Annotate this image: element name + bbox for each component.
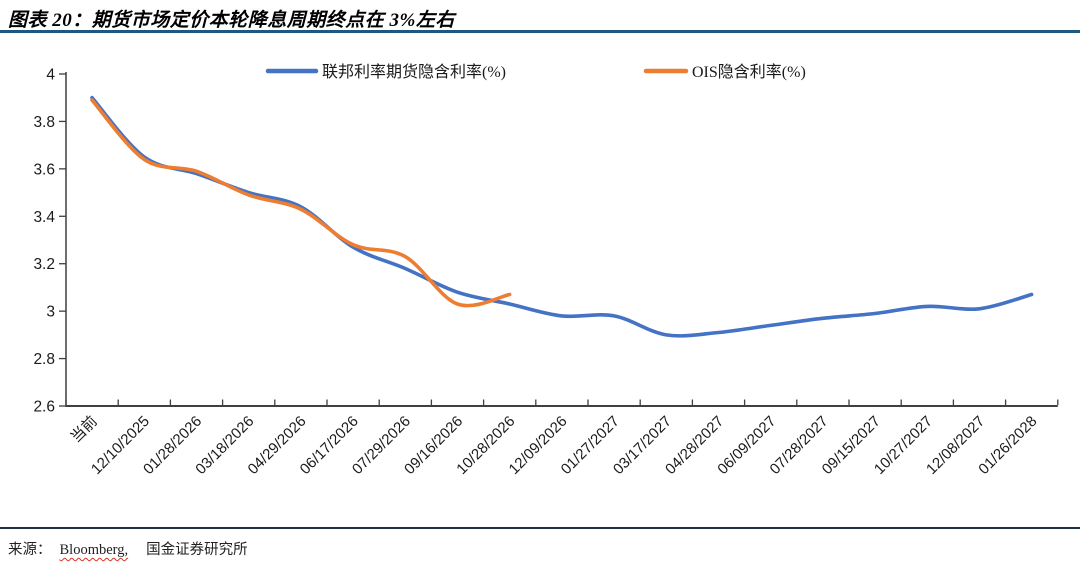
y-tick-label: 2.8 [33, 351, 55, 368]
legend-item-label: OIS隐含利率(%) [692, 63, 806, 81]
y-tick-label: 2.6 [33, 399, 55, 416]
series-line-ois [90, 98, 512, 308]
source-bloomberg: Bloomberg, [59, 542, 129, 558]
figure-footer: 来源： Bloomberg, 国金证券研究所 [0, 527, 1080, 570]
y-tick-label: 3.2 [33, 256, 55, 273]
legend-fed-funds-futures: 联邦利率期货隐含利率(%) [265, 63, 506, 81]
source-label: 来源： [8, 542, 52, 558]
y-tick-label: 4 [46, 67, 55, 84]
y-tick-label: 3 [46, 304, 55, 321]
source-org: 国金证券研究所 [146, 542, 248, 558]
line-chart: 43.83.63.43.232.82.6当前12/10/202501/28/20… [33, 63, 1059, 478]
y-tick-label: 3.8 [33, 114, 55, 131]
y-tick-label: 3.4 [33, 209, 55, 226]
figure-title: 图表 20：期货市场定价本轮降息周期终点在 3%左右 [8, 10, 455, 31]
figure-header: 图表 20：期货市场定价本轮降息周期终点在 3%左右 [0, 0, 1080, 33]
series-line-fed-funds-futures [90, 95, 1034, 338]
chart-area: 4 3.8 3.6 3.4 3.2 3 2.8 2.6 当前 12/10/2025 01/28/20… [0, 40, 1080, 522]
y-tick-label: 3.6 [33, 161, 55, 178]
legend-item-label: 联邦利率期货隐含利率(%) [322, 63, 506, 81]
x-category-label: 当前 [68, 413, 101, 446]
legend-ois: OIS隐含利率(%) [643, 63, 806, 81]
